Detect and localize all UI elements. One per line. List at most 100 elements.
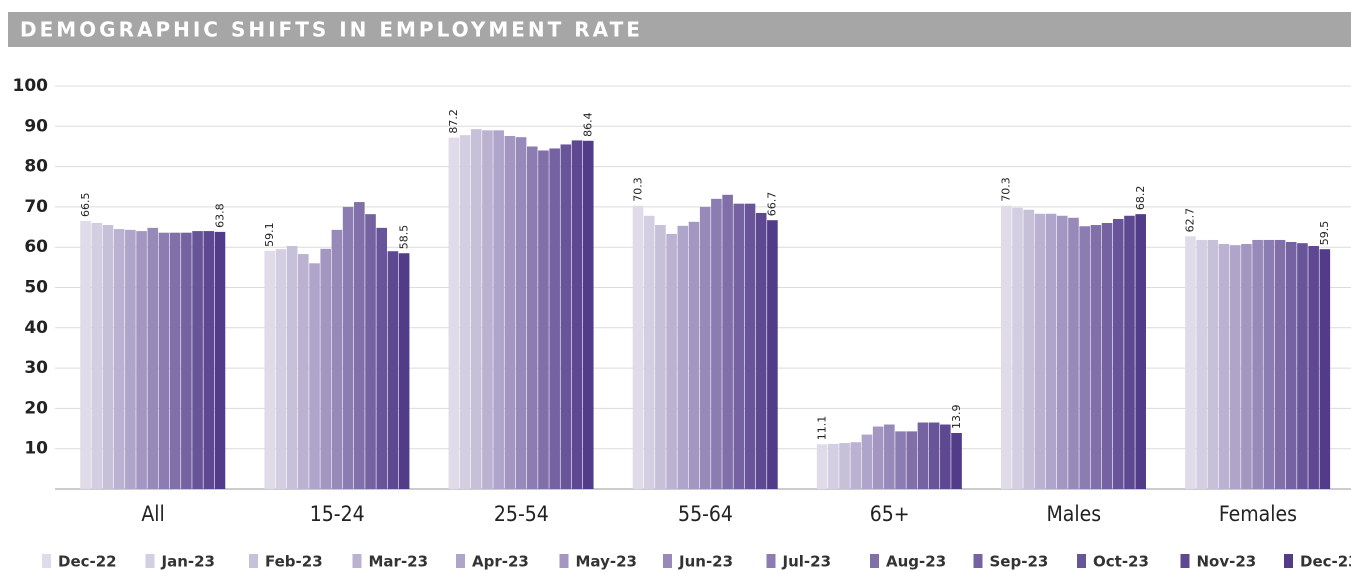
bar bbox=[125, 229, 136, 489]
legend-swatch bbox=[42, 554, 51, 568]
legend-label: Oct-23 bbox=[1093, 553, 1149, 571]
legend-swatch bbox=[1077, 554, 1086, 568]
legend-swatch bbox=[870, 554, 879, 568]
bar bbox=[538, 150, 549, 490]
bar bbox=[113, 229, 125, 489]
bar bbox=[1319, 249, 1331, 489]
bar bbox=[1229, 245, 1241, 489]
legend-label: Dec-23 bbox=[1300, 553, 1351, 571]
bar bbox=[80, 221, 91, 489]
bar bbox=[711, 198, 722, 489]
bar bbox=[1124, 215, 1135, 490]
bar bbox=[643, 215, 655, 490]
data-label: 13.9 bbox=[950, 404, 963, 429]
bar bbox=[192, 231, 203, 489]
x-tick-label: Females bbox=[1219, 502, 1297, 526]
x-tick-label: Males bbox=[1046, 502, 1101, 526]
bar bbox=[1185, 236, 1196, 489]
bar bbox=[515, 137, 527, 489]
bar bbox=[688, 221, 700, 489]
bar bbox=[767, 220, 778, 489]
legend-label: Aug-23 bbox=[886, 553, 946, 571]
bar bbox=[722, 194, 733, 489]
bar bbox=[470, 129, 482, 489]
bar bbox=[1045, 213, 1057, 489]
bar bbox=[482, 130, 493, 489]
bar bbox=[1241, 243, 1252, 489]
bar bbox=[733, 203, 745, 489]
bar bbox=[655, 225, 666, 489]
bar bbox=[1056, 215, 1068, 490]
data-label: 59.1 bbox=[263, 222, 276, 247]
data-label: 86.4 bbox=[582, 112, 595, 137]
bar bbox=[1308, 245, 1319, 489]
bar bbox=[1285, 241, 1297, 489]
bar bbox=[884, 424, 895, 489]
y-tick-label: 40 bbox=[24, 318, 48, 338]
data-label: 70.3 bbox=[631, 177, 644, 202]
bar bbox=[917, 422, 929, 489]
legend-label: Jul-23 bbox=[782, 553, 832, 571]
legend-swatch bbox=[973, 554, 983, 568]
bar bbox=[1274, 239, 1286, 489]
bar bbox=[448, 137, 460, 490]
y-tick-label: 10 bbox=[24, 439, 48, 459]
bar bbox=[1101, 223, 1113, 489]
legend-label: Mar-23 bbox=[369, 553, 429, 571]
legend-swatch bbox=[456, 554, 465, 568]
y-tick-label: 20 bbox=[24, 398, 48, 418]
bar bbox=[1034, 213, 1046, 489]
bar bbox=[828, 443, 839, 489]
bar bbox=[1252, 239, 1263, 489]
y-tick-label: 100 bbox=[13, 76, 49, 96]
bar bbox=[181, 232, 192, 489]
legend-swatch bbox=[663, 554, 672, 568]
x-tick-label: 55-64 bbox=[678, 502, 733, 526]
x-tick-label: All bbox=[141, 502, 164, 526]
x-tick-label: 65+ bbox=[870, 502, 910, 526]
legend-label: Jan-23 bbox=[161, 553, 215, 571]
data-label: 58.5 bbox=[397, 225, 410, 250]
bar bbox=[354, 202, 365, 489]
data-label: 68.2 bbox=[1134, 186, 1147, 211]
bar bbox=[1112, 218, 1124, 490]
bar bbox=[459, 135, 471, 489]
x-tick-label: 15-24 bbox=[310, 502, 365, 526]
bar bbox=[850, 442, 862, 489]
bar bbox=[158, 232, 170, 489]
bar bbox=[309, 263, 320, 489]
bar bbox=[1196, 239, 1207, 489]
bar bbox=[91, 223, 103, 489]
bar bbox=[169, 232, 181, 489]
bar bbox=[493, 130, 504, 489]
legend-swatch bbox=[559, 554, 569, 568]
data-label: 70.3 bbox=[1000, 177, 1013, 202]
bar bbox=[872, 426, 884, 489]
bar bbox=[320, 248, 332, 489]
legend-swatch bbox=[352, 554, 362, 568]
bar bbox=[526, 146, 538, 489]
bar bbox=[214, 231, 226, 490]
x-tick-label: 25-54 bbox=[494, 502, 549, 526]
bar bbox=[895, 431, 906, 489]
bar bbox=[928, 422, 940, 489]
bar bbox=[275, 249, 287, 489]
bar bbox=[666, 233, 677, 489]
legend-label: Nov-23 bbox=[1197, 553, 1257, 571]
bar bbox=[1023, 209, 1034, 489]
bar bbox=[1263, 239, 1275, 489]
bar bbox=[504, 135, 516, 490]
y-tick-label: 70 bbox=[24, 197, 48, 217]
data-label: 59.5 bbox=[1318, 221, 1331, 246]
bar bbox=[331, 229, 343, 489]
bar bbox=[632, 205, 644, 490]
y-tick-label: 50 bbox=[24, 278, 48, 298]
title-bar bbox=[8, 12, 1351, 47]
bar bbox=[1012, 207, 1023, 489]
bar bbox=[560, 144, 572, 489]
y-tick-label: 80 bbox=[24, 157, 48, 177]
legend-swatch bbox=[1180, 554, 1190, 568]
legend-swatch bbox=[145, 554, 155, 568]
bar bbox=[861, 434, 873, 489]
